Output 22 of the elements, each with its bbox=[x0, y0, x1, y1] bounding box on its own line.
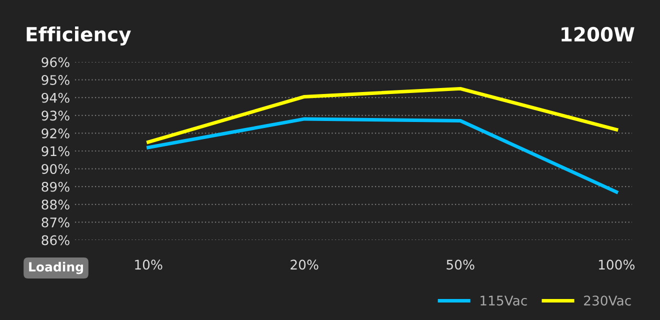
y-tick-label: 95% bbox=[42, 75, 70, 85]
legend-label: 115Vac bbox=[480, 296, 527, 306]
line-series bbox=[146, 86, 618, 144]
y-tick-label: 96% bbox=[42, 57, 70, 68]
legend-label: 230Vac bbox=[584, 296, 631, 306]
y-tick-label: 94% bbox=[42, 92, 70, 103]
x-tick-label: 10% bbox=[135, 260, 162, 270]
x-tick-label: 50% bbox=[446, 260, 474, 270]
y-tick-label: 92% bbox=[42, 128, 70, 138]
chart-title: Efficiency bbox=[26, 26, 131, 46]
line-series bbox=[146, 117, 618, 194]
y-tick-label: 88% bbox=[42, 200, 70, 210]
x-axis-title: Loading bbox=[29, 262, 83, 274]
chart-subtitle: 1200W bbox=[562, 26, 634, 42]
y-tick-label: 87% bbox=[42, 217, 70, 228]
x-tick-label: 20% bbox=[290, 260, 318, 270]
y-tick-label: 89% bbox=[42, 182, 70, 192]
y-tick-label: 86% bbox=[42, 235, 70, 246]
y-tick-label: 91% bbox=[42, 146, 70, 156]
y-tick-label: 90% bbox=[42, 164, 70, 174]
x-tick-label: 100% bbox=[598, 260, 635, 270]
y-tick-label: 93% bbox=[42, 110, 70, 121]
